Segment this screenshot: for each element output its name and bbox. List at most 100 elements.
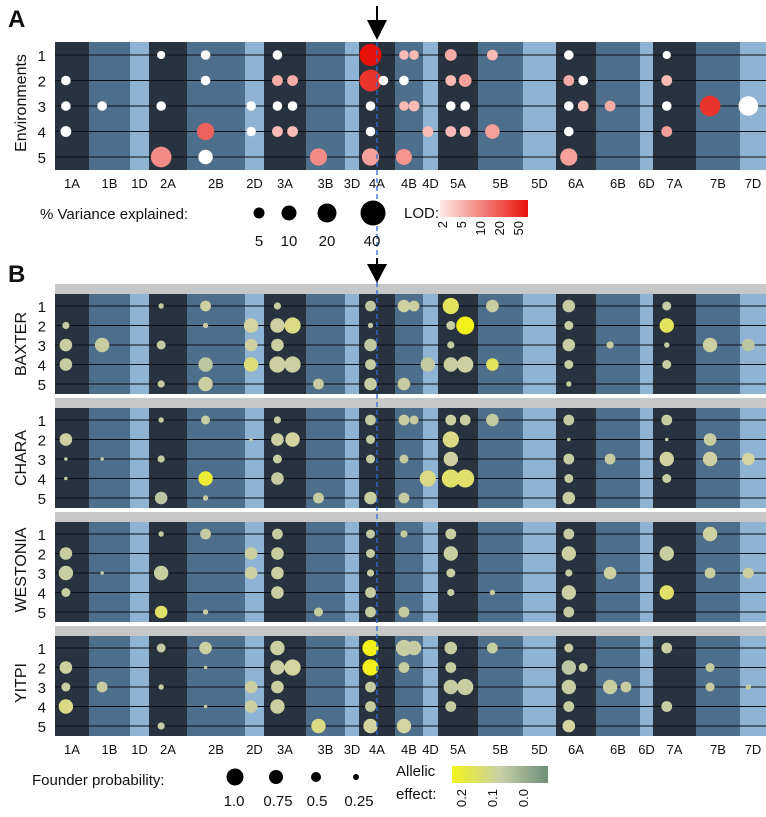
founder-yitpi-point-2b-env2 [203,665,208,670]
qtl-point-2b-env4 [196,122,215,141]
x-tick-label-5a: 5A [450,176,466,191]
chromosome-band-1a [55,284,89,394]
founder-baxter-point-2b-env5 [198,376,213,392]
founder-yitpi-point-3a-env3 [271,680,284,694]
founder-westonia-point-1a-env3 [58,565,74,581]
qtl-point-5a-env4 [459,126,471,137]
founder-yitpi-point-7d-env3 [745,684,752,690]
allelic-effect-label-line1: Allelic [396,763,436,780]
founder-yitpi-point-4a-env2 [362,659,379,676]
founder-baxter-point-4a-env4 [365,359,376,370]
x-tick-label-5b: 5B [493,176,509,191]
founder-westonia-point-4b-env5 [398,606,410,618]
variance-legend: % Variance explained: 5 10 20 40 [40,200,386,250]
founder-baxter-point-3a-env4 [269,356,286,373]
env-row-label: 1 [38,299,46,316]
qtl-point-2a-env5 [150,146,172,168]
chromosome-band-3a [264,512,306,622]
chromosome-band-2a [149,512,187,622]
founder-westonia-point-4a-env4 [365,587,376,598]
founder-chara-point-2a-env3 [157,455,165,463]
founder-chara-point-3a-env4 [271,472,284,485]
founder-baxter-point-4a-env5 [364,377,377,391]
founder-chara-point-1a-env4 [64,476,68,481]
chromosome-band-3b [306,398,345,508]
qtl-point-4a-env5 [361,148,380,166]
x-tick-label-5d: 5D [531,176,548,191]
qtl-point-7a-env4 [661,126,673,137]
probability-legend-dot-0-25 [353,774,359,780]
qtl-point-3a-env1 [272,50,283,60]
chromosome-band-3b [306,626,345,736]
allelic-effect-label-line2: effect: [396,786,437,803]
qtl-point-7d-env3 [738,96,759,116]
x-tick-label-4b: 4B [401,176,417,191]
founder-chara-point-4a-env3 [366,454,376,464]
qtl-point-6a-env1 [563,50,574,60]
founder-chara-point-4b-env1 [409,415,419,425]
qtl-point-3a-env3 [287,101,298,111]
x-tick-label-4d: 4D [422,176,439,191]
founder-yitpi-point-6a-env3 [561,679,576,695]
founder-baxter-point-7a-env2 [659,318,674,333]
qtl-point-7a-env2 [661,75,673,86]
qtl-point-1a-env4 [60,126,72,137]
chromosome-band-7b [696,626,740,736]
founder-westonia-point-7a-env2 [659,546,674,561]
founder-baxter-point-2b-env4 [198,357,213,372]
founder-yitpi-point-1b-env3 [96,681,108,693]
env-row-label: 4 [38,125,46,142]
founder-yitpi-point-4b-env5 [396,718,412,734]
founder-westonia-point-6a-env2 [561,546,576,561]
chromosome-band-5a [438,626,478,736]
x-tick-label-5b: 5B [493,742,509,757]
chromosome-band-6d [640,284,653,394]
qtl-point-2a-env1 [157,50,166,60]
env-row-label: 5 [38,719,46,736]
founder-baxter-point-2d-env3 [244,338,258,352]
chromosome-band-7b [696,284,740,394]
variance-legend-value: 5 [255,233,263,250]
founder-westonia-point-7d-env3 [742,567,754,579]
founder-baxter-point-6a-env1 [562,299,576,313]
chromosome-band-6d [640,626,653,736]
chromosome-band-1d [130,284,149,394]
founder-baxter-point-6a-env4 [564,360,574,369]
founder-baxter-point-3a-env2 [270,318,285,333]
qtl-point-7b-env3 [699,95,721,117]
founder-westonia-point-6a-env5 [563,606,575,618]
lod-tick: 5 [454,221,469,228]
x-tick-label-6d: 6D [638,176,655,191]
founder-yitpi-point-7a-env4 [661,701,673,712]
founder-yitpi-point-5a-env3 [457,678,474,696]
x-tick-label-1a: 1A [64,742,80,757]
overlay: 1 2 3 4 5 1 2 3 4 5 1 2 3 4 5 1 2 3 4 5 1 2 3 4 5 1A 1B 1D 2A 2B 2D 3A 3… [38,6,761,757]
founder-chara-point-4a-env2 [366,435,376,444]
probability-legend-value: 1.0 [224,793,245,810]
x-tick-label-1d: 1D [131,742,148,757]
chromosome-band-1b [89,284,130,394]
x-tick-label-1d: 1D [131,176,148,191]
founder-yitpi-point-3a-env2 [270,660,285,675]
chromosome-band-5d [523,512,556,622]
founder-westonia-point-5a-env1 [445,528,457,540]
env-row-label: 5 [38,377,46,394]
founder-chara-point-7d-env3 [742,452,755,466]
founder-westonia-point-1a-env4 [61,588,71,597]
x-tick-label-2d: 2D [246,742,263,757]
chromosome-band-5d [523,626,556,736]
x-tick-label-7a: 7A [667,176,683,191]
qtl-point-4b-env5 [396,149,412,165]
founder-separator [55,626,766,636]
probability-legend-dot-0-75 [269,770,283,784]
chromosome-band-2a [149,398,187,508]
env-row-label: 4 [38,586,46,603]
chromosome-band-3d [345,512,359,622]
x-tick-label-3d: 3D [344,742,361,757]
x-tick-label-1b: 1B [102,742,118,757]
qtl-point-7a-env1 [662,50,671,60]
founder-label-baxter: BAXTER [13,312,30,376]
founder-yitpi-point-3a-env4 [270,699,285,714]
founder-yitpi-point-2b-env1 [199,641,212,655]
founder-yitpi-point-3a-env1 [270,640,285,656]
